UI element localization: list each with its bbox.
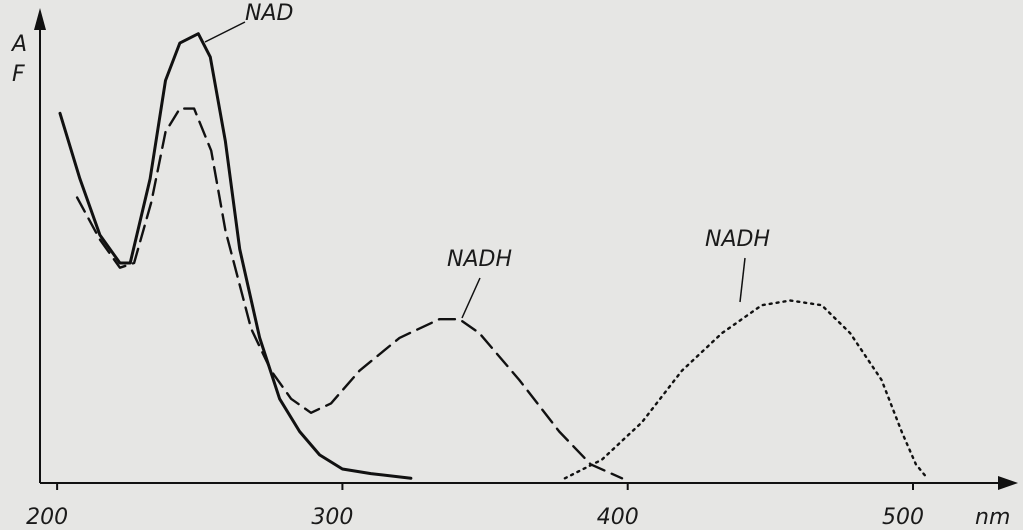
annotation: NADH — [705, 227, 770, 252]
line — [58, 32, 413, 480]
line — [563, 299, 929, 480]
y-arrow — [34, 8, 46, 30]
annotation: NAD — [245, 1, 293, 26]
y-label: A — [10, 32, 27, 57]
x-tick-label: 400 — [597, 505, 639, 530]
x-tick-label: 200 — [26, 505, 68, 530]
leader-line — [204, 21, 246, 43]
leader-line — [461, 277, 481, 319]
y-label: F — [12, 62, 25, 87]
x-arrow — [998, 476, 1018, 490]
x-tick-label: 300 — [311, 505, 353, 530]
line — [75, 107, 624, 480]
leader-line — [739, 257, 746, 303]
annotation: NADH — [447, 247, 512, 272]
x-label: nm — [975, 505, 1010, 530]
x-tick-label: 500 — [882, 505, 924, 530]
